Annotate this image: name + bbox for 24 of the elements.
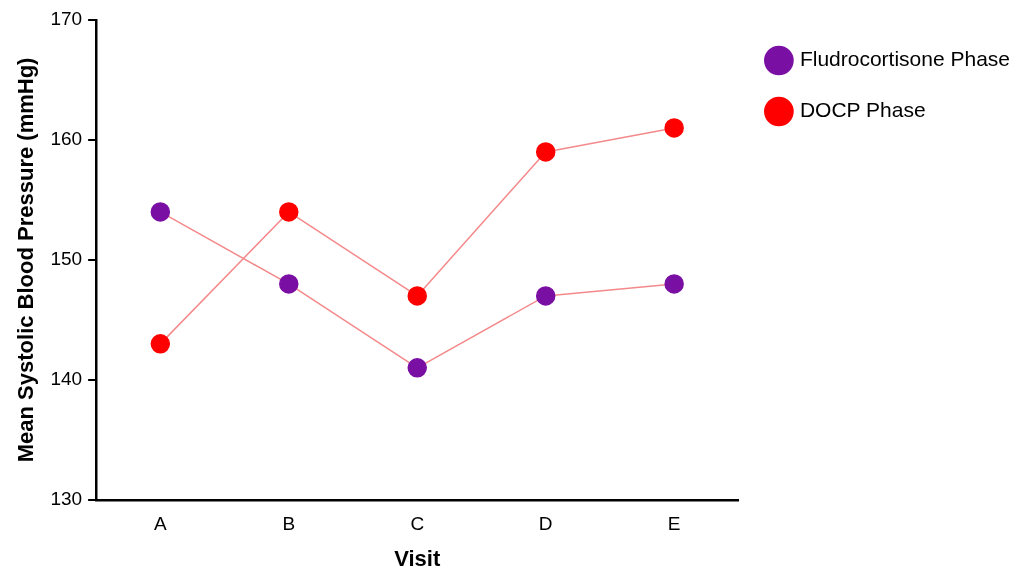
- point: [407, 358, 427, 378]
- x-axis-title: Visit: [394, 545, 441, 571]
- point: [407, 286, 427, 306]
- y-tick-label: 170: [50, 8, 83, 30]
- legend-label: DOCP Phase: [799, 98, 926, 122]
- point: [150, 202, 171, 222]
- x-tick-label: D: [538, 513, 553, 535]
- legend-label: Fludrocortisone Phase: [799, 47, 1011, 71]
- point: [535, 286, 556, 306]
- x-tick-label: E: [667, 513, 681, 535]
- point: [664, 274, 684, 294]
- x-tick-label: A: [153, 513, 167, 535]
- point: [535, 142, 556, 162]
- y-tick-label: 140: [50, 368, 83, 390]
- y-tick-label: 130: [50, 488, 83, 510]
- point: [279, 202, 299, 222]
- point: [150, 334, 171, 354]
- y-tick-label: 160: [50, 128, 83, 150]
- point: [664, 118, 684, 138]
- y-axis-title: Mean Systolic Blood Pressure (mmHg): [13, 57, 39, 463]
- x-tick-label: B: [282, 513, 296, 535]
- y-tick-label: 150: [50, 248, 83, 270]
- x-tick-label: C: [410, 513, 425, 535]
- point: [279, 274, 299, 294]
